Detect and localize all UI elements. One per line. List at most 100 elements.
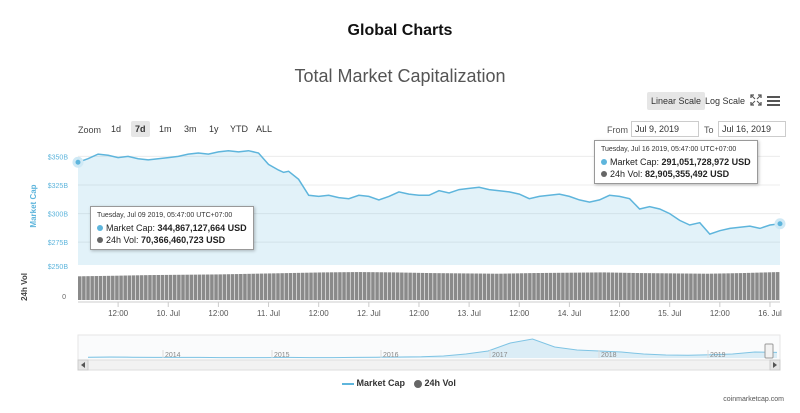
x-tick-label: 12. Jul: [357, 309, 381, 318]
volume-bar: [462, 273, 466, 300]
volume-bar: [623, 272, 627, 300]
volume-bar: [672, 273, 677, 300]
volume-zero-tick: 0: [62, 294, 66, 301]
legend-market-cap[interactable]: Market Cap: [342, 378, 405, 388]
volume-bar: [251, 273, 255, 300]
volume-bar: [627, 272, 631, 300]
zoom-all-button[interactable]: ALL: [256, 124, 273, 134]
navigator-year-label: 2019: [710, 352, 726, 359]
to-label: To: [704, 125, 714, 135]
volume-bar: [354, 272, 359, 300]
volume-bar: [697, 273, 701, 300]
legend-volume[interactable]: 24h Vol: [414, 378, 456, 388]
volume-bar: [643, 273, 648, 300]
volume-bar: [598, 272, 602, 300]
volume-bar: [189, 274, 194, 300]
volume-bar: [763, 272, 768, 300]
volume-bar: [751, 272, 755, 300]
volume-bar: [305, 272, 309, 300]
volume-bar: [519, 273, 524, 300]
volume-bar: [577, 272, 582, 300]
volume-bar: [668, 273, 673, 300]
scroll-right-icon: [773, 362, 777, 368]
volume-bar: [433, 273, 437, 300]
linear-scale-button[interactable]: Linear Scale: [647, 92, 706, 110]
fullscreen-icon[interactable]: [749, 93, 763, 107]
volume-bar: [544, 272, 549, 300]
menu-icon[interactable]: [767, 94, 780, 106]
volume-bar: [445, 273, 450, 300]
y-tick-label: $350B: [48, 154, 69, 161]
navigator-handle[interactable]: [764, 343, 774, 359]
volume-bar: [713, 273, 718, 300]
from-date-input[interactable]: Jul 9, 2019: [631, 121, 699, 137]
legend-line-icon: [342, 382, 354, 385]
navigator-scrollbar[interactable]: [77, 359, 781, 371]
zoom-1d-button[interactable]: 1d: [111, 124, 122, 134]
volume-bar: [408, 272, 412, 300]
tooltip-start: Tuesday, Jul 09 2019, 05:47:00 UTC+07:00…: [90, 206, 254, 250]
volume-bar: [185, 274, 189, 300]
volume-bar: [705, 273, 710, 300]
navigator-year-label: 2016: [383, 352, 399, 359]
tooltip-vol-label: 24h Vol:: [106, 235, 139, 245]
scroll-left-icon: [81, 362, 85, 368]
y-tick-label: $325B: [48, 183, 69, 190]
volume-bar: [197, 274, 202, 300]
volume-bar: [350, 272, 355, 300]
volume-bar: [482, 273, 487, 300]
zoom-1y-button[interactable]: 1y: [209, 124, 219, 134]
log-scale-button[interactable]: Log Scale: [705, 96, 746, 106]
y-tick-label: $300B: [48, 212, 69, 219]
volume-bar: [618, 272, 623, 300]
to-date-input[interactable]: Jul 16, 2019: [718, 121, 786, 137]
volume-bar: [515, 273, 520, 300]
market-cap-start-marker[interactable]: [72, 156, 84, 168]
volume-bar: [507, 273, 511, 300]
navigator[interactable]: 2014 2015 2016 2017 2018 2019: [77, 334, 781, 371]
volume-bar: [441, 273, 445, 300]
volume-bar: [424, 273, 429, 300]
y-axis-label: Market Cap: [29, 184, 38, 227]
volume-bar: [590, 272, 594, 300]
tooltip-vol-value: 82,905,355,492 USD: [645, 169, 730, 179]
volume-bar: [234, 274, 239, 300]
credit-text[interactable]: coinmarketcap.com: [723, 396, 784, 403]
volume-bar: [416, 272, 421, 300]
volume-bar: [701, 273, 706, 300]
volume-bar: [395, 272, 400, 300]
volume-bar: [94, 276, 99, 300]
volume-bar: [338, 272, 342, 300]
volume-bar: [689, 273, 693, 300]
market-cap-end-marker[interactable]: [774, 218, 786, 230]
volume-bar: [177, 274, 181, 300]
volume-bar: [676, 273, 681, 300]
zoom-3m-button[interactable]: 3m: [184, 124, 197, 134]
volume-bar: [693, 273, 697, 300]
volume-bar: [585, 272, 590, 300]
volume-bar: [412, 272, 417, 300]
volume-bar: [272, 273, 276, 300]
volume-tick-label: $250B: [48, 264, 69, 271]
zoom-ytd-button[interactable]: YTD: [230, 124, 248, 134]
market-cap-line: [77, 149, 781, 235]
from-label: From: [607, 125, 628, 135]
volume-bar: [168, 274, 173, 300]
volume-bar: [300, 272, 305, 300]
x-axis-ticks: 12:00 10. Jul 12:00 11. Jul 12:00 12. Jul 12:0…: [78, 301, 782, 318]
volume-bar: [631, 272, 635, 300]
tooltip-vol-label: 24h Vol:: [610, 169, 643, 179]
navigator-year-label: 2017: [492, 352, 508, 359]
zoom-7d-button[interactable]: 7d: [131, 121, 150, 137]
market-cap-dot: [97, 225, 103, 231]
navigator-year-label: 2014: [165, 352, 181, 359]
volume-bar: [536, 273, 540, 300]
volume-bar: [490, 273, 495, 300]
zoom-1m-button[interactable]: 1m: [159, 124, 172, 134]
volume-bar: [259, 273, 264, 300]
volume-bar: [453, 273, 458, 300]
volume-bar: [313, 272, 317, 300]
volume-bar: [573, 272, 578, 300]
volume-bar: [152, 275, 156, 300]
volume-bar: [123, 275, 127, 300]
